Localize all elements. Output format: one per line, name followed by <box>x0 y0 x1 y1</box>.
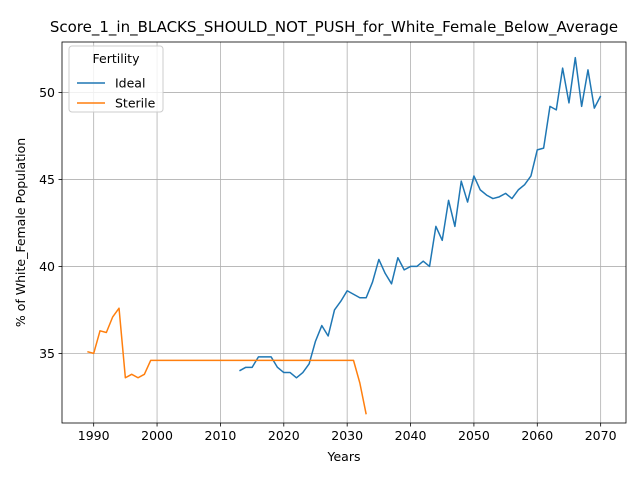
x-tick-label: 2000 <box>141 428 173 443</box>
x-axis: 1990 2000 2010 2020 2030 2040 2050 2060 2070 <box>78 423 617 443</box>
y-axis-label: % of White_Female Population <box>13 138 28 327</box>
series-line-sterile <box>87 307 367 415</box>
legend: Fertility Ideal Sterile <box>68 45 164 113</box>
x-tick-label: 1990 <box>78 428 110 443</box>
x-tick-label: 2040 <box>395 428 427 443</box>
legend-label-sterile: Sterile <box>115 96 156 111</box>
series-lines <box>87 56 602 415</box>
grid <box>62 42 626 423</box>
y-tick-label: 35 <box>39 346 55 361</box>
legend-label-ideal: Ideal <box>115 76 145 91</box>
y-tick-label: 45 <box>39 172 55 187</box>
series-line-ideal <box>239 56 602 379</box>
plot-area-frame <box>61 41 627 424</box>
chart-title: Score_1_in_BLACKS_SHOULD_NOT_PUSH_for_Wh… <box>50 18 618 37</box>
legend-title: Fertility <box>93 51 141 66</box>
y-tick-label: 50 <box>39 85 55 100</box>
legend-box <box>68 45 164 113</box>
x-axis-label: Years <box>327 449 361 464</box>
x-tick-label: 2030 <box>331 428 363 443</box>
x-tick-label: 2020 <box>268 428 300 443</box>
x-tick-label: 2010 <box>205 428 237 443</box>
y-axis: 35 40 45 50 <box>39 85 62 361</box>
x-tick-label: 2060 <box>521 428 553 443</box>
x-tick-label: 2070 <box>585 428 617 443</box>
x-tick-label: 2050 <box>458 428 490 443</box>
y-tick-label: 40 <box>39 259 55 274</box>
